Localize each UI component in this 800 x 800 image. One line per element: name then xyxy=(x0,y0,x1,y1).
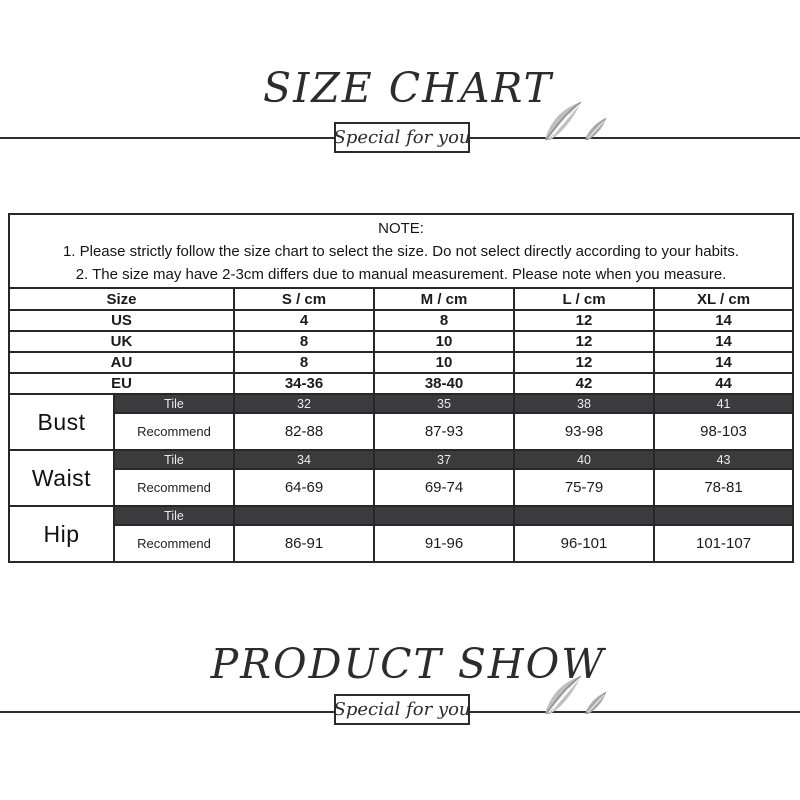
table-row-waist-tile: Waist Tile 34 37 40 43 xyxy=(8,449,795,507)
feather-icon xyxy=(541,675,611,715)
recommend-value: 101-107 xyxy=(652,524,795,563)
column-header-s: S / cm xyxy=(233,287,375,311)
special-ribbon-top-label: Special for you xyxy=(333,127,471,148)
conversion-value: 10 xyxy=(373,351,515,374)
table-header-row: Size S / cm M / cm L / cm XL / cm xyxy=(8,287,795,311)
tile-value: 38 xyxy=(513,393,655,414)
recommend-label: Recommend xyxy=(113,412,235,451)
conversion-value: 34-36 xyxy=(233,372,375,395)
table-row-bust-recommend: Recommend 82-88 87-93 93-98 98-103 xyxy=(9,412,795,451)
table-row-waist-recommend: Recommend 64-69 69-74 75-79 78-81 xyxy=(9,468,795,507)
conversion-value: 8 xyxy=(233,351,375,374)
conversion-value: 14 xyxy=(652,309,795,332)
row-label-us: US xyxy=(8,309,235,332)
tile-value xyxy=(233,505,375,526)
note-line-1: 1. Please strictly follow the size chart… xyxy=(62,242,740,260)
note-heading: NOTE: xyxy=(378,219,424,237)
table-row-eu: EU 34-36 38-40 42 44 xyxy=(8,372,795,395)
conversion-value: 8 xyxy=(233,330,375,353)
tile-value xyxy=(652,505,795,526)
measure-label-hip: Hip xyxy=(8,505,115,563)
recommend-value: 69-74 xyxy=(373,468,515,507)
conversion-value: 14 xyxy=(652,330,795,353)
conversion-value: 4 xyxy=(233,309,375,332)
recommend-value: 82-88 xyxy=(233,412,375,451)
recommend-value: 75-79 xyxy=(513,468,655,507)
conversion-value: 14 xyxy=(652,351,795,374)
column-header-m: M / cm xyxy=(373,287,515,311)
conversion-value: 10 xyxy=(373,330,515,353)
measure-label-bust: Bust xyxy=(8,393,115,451)
tile-value: 41 xyxy=(652,393,795,414)
tile-value: 40 xyxy=(513,449,655,470)
product-show-title: PRODUCT SHOW xyxy=(210,640,606,688)
special-ribbon-bottom: Special for you xyxy=(333,694,471,725)
tile-value: 37 xyxy=(373,449,515,470)
recommend-value: 93-98 xyxy=(513,412,655,451)
table-row-bust-tile: Bust Tile 32 35 38 41 xyxy=(8,393,795,451)
tile-value xyxy=(513,505,655,526)
conversion-value: 12 xyxy=(513,309,655,332)
recommend-value: 64-69 xyxy=(233,468,375,507)
recommend-value: 78-81 xyxy=(652,468,795,507)
size-chart-title: SIZE CHART xyxy=(263,64,553,112)
size-chart-table: NOTE: 1. Please strictly follow the size… xyxy=(7,213,795,563)
row-label-au: AU xyxy=(8,351,235,374)
tile-value: 43 xyxy=(652,449,795,470)
recommend-value: 91-96 xyxy=(373,524,515,563)
table-row-au: AU 8 10 12 14 xyxy=(8,351,795,374)
conversion-value: 8 xyxy=(373,309,515,332)
recommend-value: 98-103 xyxy=(652,412,795,451)
column-header-xl: XL / cm xyxy=(652,287,795,311)
conversion-value: 12 xyxy=(513,351,655,374)
table-row-hip-recommend: Recommend 86-91 91-96 96-101 101-107 xyxy=(9,524,795,563)
conversion-value: 38-40 xyxy=(373,372,515,395)
recommend-value: 87-93 xyxy=(373,412,515,451)
recommend-value: 96-101 xyxy=(513,524,655,563)
tile-label: Tile xyxy=(113,393,235,414)
special-ribbon-bottom-label: Special for you xyxy=(333,699,471,720)
conversion-value: 44 xyxy=(652,372,795,395)
table-row-hip-tile: Hip Tile xyxy=(8,505,795,563)
tile-value: 35 xyxy=(373,393,515,414)
tile-value xyxy=(373,505,515,526)
conversion-value: 12 xyxy=(513,330,655,353)
feather-icon xyxy=(541,101,611,141)
conversion-value: 42 xyxy=(513,372,655,395)
note-cell: NOTE: 1. Please strictly follow the size… xyxy=(7,213,795,289)
column-header-size: Size xyxy=(8,287,235,311)
tile-value: 34 xyxy=(233,449,375,470)
row-label-uk: UK xyxy=(8,330,235,353)
tile-label: Tile xyxy=(113,505,235,526)
tile-value: 32 xyxy=(233,393,375,414)
column-header-l: L / cm xyxy=(513,287,655,311)
table-row-uk: UK 8 10 12 14 xyxy=(8,330,795,353)
recommend-label: Recommend xyxy=(113,524,235,563)
row-label-eu: EU xyxy=(8,372,235,395)
recommend-label: Recommend xyxy=(113,468,235,507)
note-line-2: 2. The size may have 2-3cm differs due t… xyxy=(75,265,727,283)
special-ribbon-top: Special for you xyxy=(333,122,471,153)
tile-label: Tile xyxy=(113,449,235,470)
table-row-us: US 4 8 12 14 xyxy=(8,309,795,332)
recommend-value: 86-91 xyxy=(233,524,375,563)
measure-label-waist: Waist xyxy=(8,449,115,507)
